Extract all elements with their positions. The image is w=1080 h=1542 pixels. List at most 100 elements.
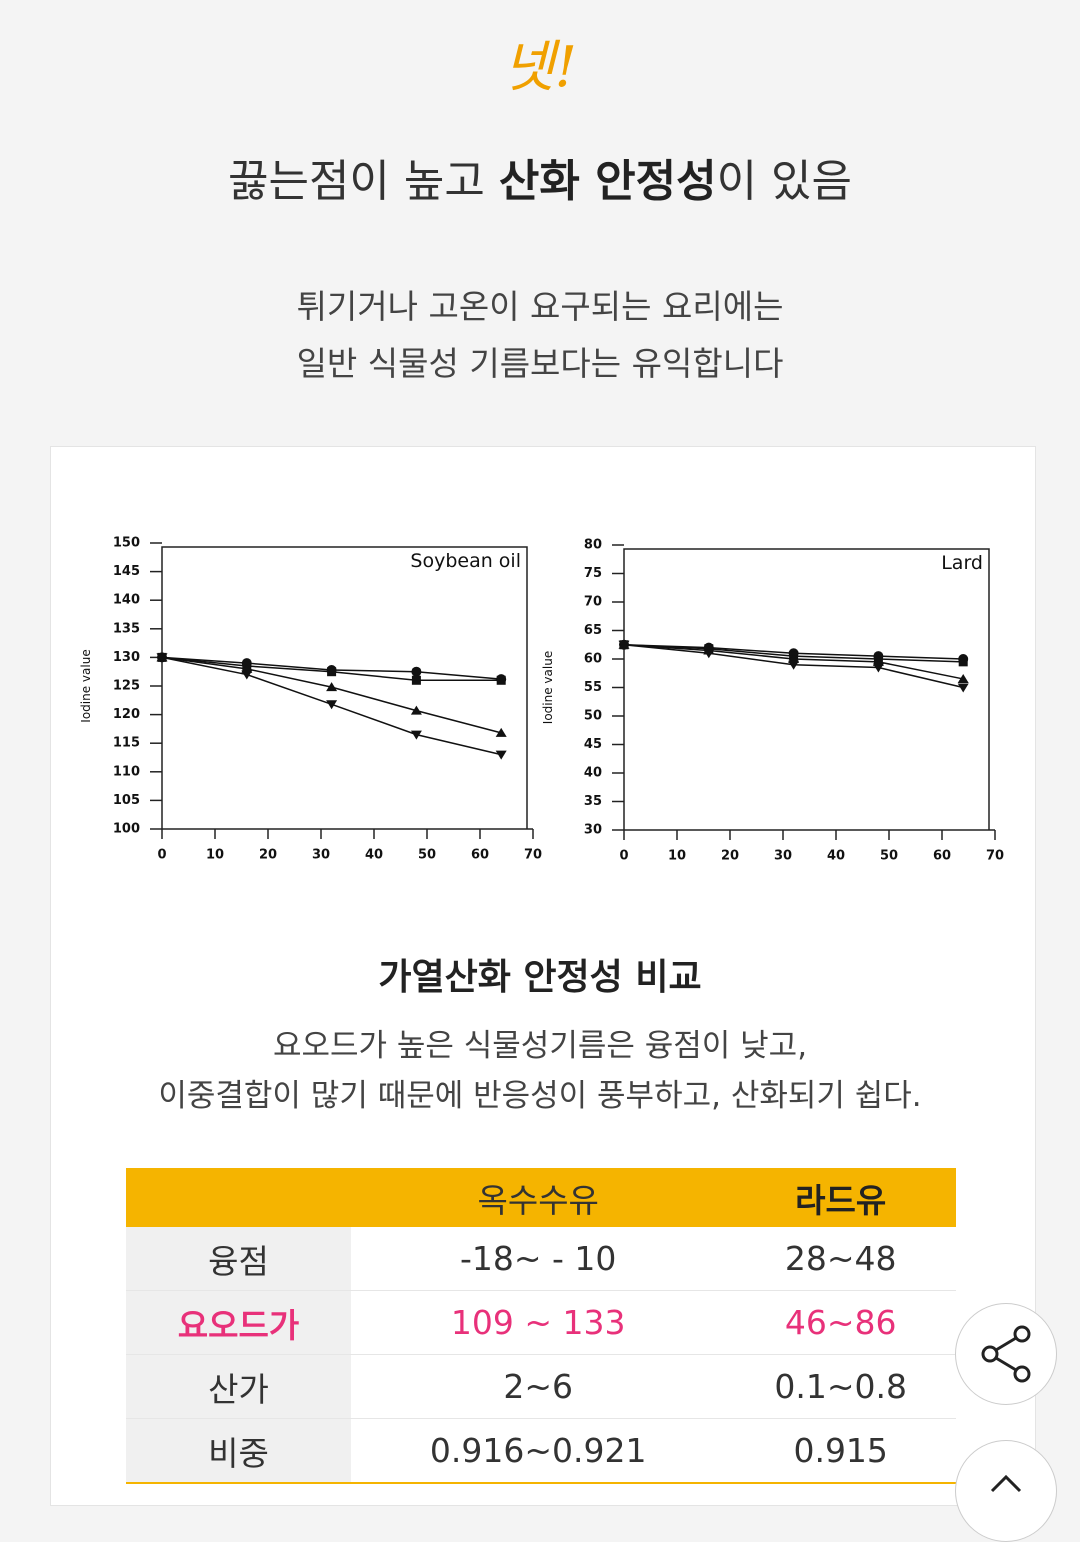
- y-tick-label: 40: [584, 766, 602, 781]
- x-tick-label: 60: [933, 849, 951, 864]
- y-tick-label: 50: [584, 709, 602, 724]
- cell: 109 ~ 133: [351, 1290, 726, 1355]
- row-label: 비중: [126, 1418, 351, 1484]
- y-tick-label: 70: [584, 595, 602, 610]
- plot-frame: [161, 546, 528, 829]
- chart-title: Lard: [941, 552, 983, 574]
- comparison-table: 옥수수유 라드유 융점 -18~ - 10 28~48 요오드가 109 ~ 133 4…: [126, 1168, 956, 1484]
- y-tick-label: 130: [113, 650, 140, 665]
- cell: 0.1~0.8: [725, 1354, 956, 1419]
- scroll-top-button[interactable]: [955, 1440, 1057, 1542]
- y-tick-label: 115: [113, 736, 140, 751]
- header-cell: 옥수수유: [351, 1168, 726, 1227]
- x-tick-label: 40: [827, 849, 845, 864]
- y-tick-label: 110: [113, 764, 140, 779]
- y-tick-label: 65: [584, 623, 602, 638]
- table-row: 산가 2~6 0.1~0.8: [126, 1354, 956, 1419]
- plot-frame: [623, 548, 990, 830]
- row-label: 요오드가: [126, 1290, 351, 1355]
- table-header: 옥수수유 라드유: [126, 1168, 956, 1227]
- y-tick-label: 150: [113, 536, 140, 551]
- header-cell: [126, 1168, 351, 1227]
- headline-text: 끓는점이 높고: [227, 156, 499, 207]
- caption-text: 이중결합이 많기 때문에 반응성이 풍부하고, 산화되기 쉽다.: [158, 1078, 922, 1114]
- headline-emphasis: 산화 안정성: [498, 156, 717, 207]
- point: [327, 667, 337, 677]
- point: [958, 657, 968, 667]
- y-axis-label: Iodine value: [79, 649, 93, 722]
- y-tick-label: 30: [584, 823, 602, 838]
- point: [241, 670, 253, 680]
- y-tick-label: 125: [113, 679, 140, 694]
- x-tick-label: 70: [986, 849, 1004, 864]
- point: [788, 660, 800, 670]
- point: [411, 675, 421, 685]
- y-tick-label: 140: [113, 593, 140, 608]
- point: [495, 750, 507, 760]
- cell: 28~48: [725, 1227, 956, 1291]
- x-tick-label: 30: [774, 849, 792, 864]
- x-tick-label: 10: [668, 849, 686, 864]
- point: [411, 666, 422, 677]
- table-row: 요오드가 109 ~ 133 46~86: [126, 1290, 956, 1355]
- y-tick-label: 120: [113, 707, 140, 722]
- y-tick-label: 45: [584, 737, 602, 752]
- x-tick-label: 0: [619, 849, 628, 864]
- y-tick-label: 100: [113, 822, 140, 837]
- cell: 0.916~0.921: [351, 1418, 726, 1484]
- y-tick-label: 55: [584, 680, 602, 695]
- point: [410, 730, 422, 740]
- y-tick-label: 135: [113, 621, 140, 636]
- description: 튀기거나 고온이 요구되는 요리에는: [296, 287, 784, 326]
- x-tick-label: 70: [524, 848, 542, 863]
- section-number: 넷!: [502, 35, 578, 100]
- chart-title: Soybean oil: [410, 550, 521, 572]
- page: {"header": {"mark": "넷!", "title_parts":…: [0, 35, 1080, 1542]
- description: 일반 식물성 기름보다는 유익합니다: [296, 344, 784, 383]
- point: [496, 675, 506, 685]
- headline: 끓는점이 높고 산화 안정성이 있음: [0, 145, 1080, 209]
- cell: 2~6: [351, 1354, 726, 1419]
- table-row: 융점 -18~ - 10 28~48: [126, 1227, 956, 1291]
- x-tick-label: 40: [365, 848, 383, 863]
- x-tick-label: 20: [721, 849, 739, 864]
- point: [156, 653, 168, 663]
- y-tick-label: 35: [584, 794, 602, 809]
- headline-text: 이 있음: [716, 156, 852, 207]
- point: [326, 700, 338, 710]
- share-button[interactable]: [955, 1303, 1057, 1405]
- cell: -18~ - 10: [351, 1227, 726, 1291]
- row-label: 융점: [126, 1227, 351, 1291]
- y-tick-label: 75: [584, 566, 602, 581]
- x-tick-label: 0: [157, 848, 166, 863]
- cell: 46~86: [725, 1290, 956, 1355]
- point: [410, 705, 422, 715]
- point: [872, 663, 884, 673]
- header-cell: 라드유: [725, 1168, 956, 1227]
- point: [618, 640, 630, 650]
- x-tick-label: 50: [418, 848, 436, 863]
- x-tick-label: 60: [471, 848, 489, 863]
- y-tick-label: 145: [113, 564, 140, 579]
- point: [957, 673, 969, 683]
- point: [703, 649, 715, 659]
- y-tick-label: 105: [113, 793, 140, 808]
- x-tick-label: 50: [880, 849, 898, 864]
- y-axis-label: Iodine value: [541, 651, 555, 724]
- caption-text: 요오드가 높은 식물성기름은 융점이 낮고,: [272, 1028, 808, 1064]
- x-tick-label: 30: [312, 848, 330, 863]
- caption-title: 가열산화 안정성 비교: [378, 957, 702, 998]
- x-tick-label: 20: [259, 848, 277, 863]
- point: [957, 683, 969, 693]
- y-tick-label: 60: [584, 652, 602, 667]
- y-tick-label: 80: [584, 538, 602, 553]
- point: [495, 727, 507, 737]
- row-label: 산가: [126, 1354, 351, 1419]
- point: [326, 682, 338, 692]
- x-tick-label: 10: [206, 848, 224, 863]
- share-icon: [981, 1325, 1031, 1383]
- up-icon: [990, 1474, 1022, 1493]
- cell: 0.915: [725, 1418, 956, 1484]
- table-row: 비중 0.916~0.921 0.915: [126, 1418, 956, 1484]
